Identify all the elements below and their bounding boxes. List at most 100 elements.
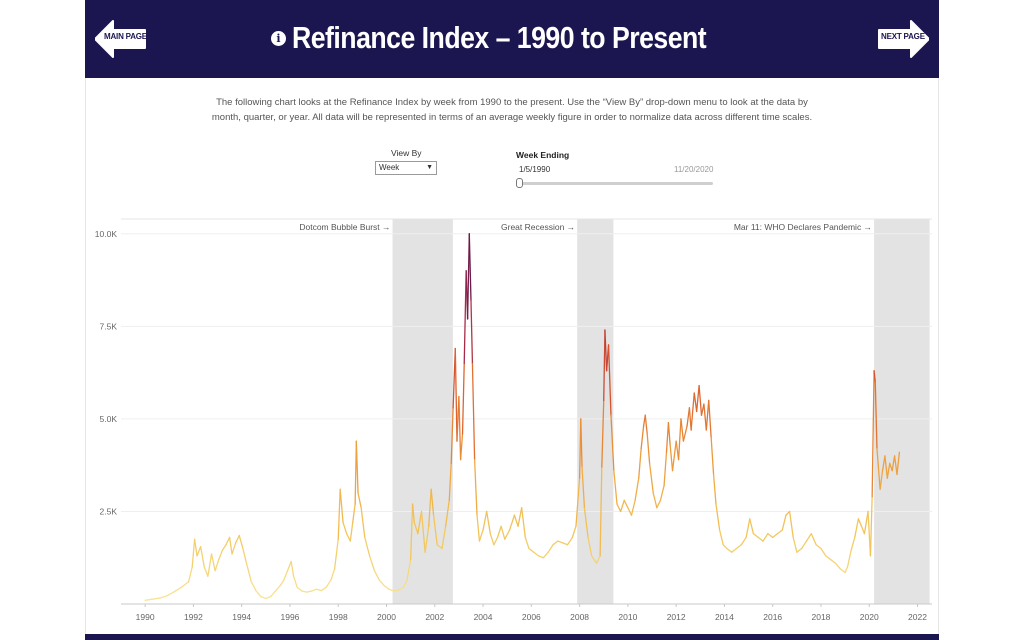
series-segment xyxy=(846,549,852,568)
slider-end-value: 11/20/2020 xyxy=(674,165,714,174)
series-segment xyxy=(417,510,423,535)
series-segment xyxy=(805,533,812,542)
series-segment xyxy=(873,370,876,383)
main-page-button[interactable]: MAIN PAGE xyxy=(95,20,147,58)
series-segment xyxy=(601,399,605,468)
series-segment xyxy=(680,418,685,442)
x-tick-label: 1990 xyxy=(136,612,155,622)
chevron-down-icon: ▼ xyxy=(426,164,433,171)
series-segment xyxy=(364,536,371,557)
series-segment xyxy=(627,507,633,516)
series-segment xyxy=(173,586,182,593)
next-page-button[interactable]: NEXT PAGE xyxy=(877,20,929,58)
series-segment xyxy=(504,529,511,540)
header-bar xyxy=(85,0,939,78)
view-by-dropdown[interactable]: Week ▼ xyxy=(375,161,437,175)
series-segment xyxy=(193,538,198,557)
x-tick-label: 2020 xyxy=(860,612,879,622)
x-tick-label: 1994 xyxy=(232,612,251,622)
series-segment xyxy=(489,533,495,546)
series-segment xyxy=(513,514,519,527)
series-segment xyxy=(228,536,233,555)
series-segment xyxy=(207,553,213,577)
series-segment xyxy=(869,495,873,557)
view-by-value: Week xyxy=(379,163,400,172)
series-segment xyxy=(682,425,688,442)
series-segment xyxy=(610,414,615,472)
series-segment xyxy=(712,473,717,505)
series-segment xyxy=(815,544,822,550)
series-segment xyxy=(388,588,395,592)
series-segment xyxy=(448,462,452,501)
series-segment xyxy=(893,455,898,476)
series-segment xyxy=(876,447,881,490)
series-segment xyxy=(325,579,332,588)
shaded-period xyxy=(874,219,930,604)
series-segment xyxy=(745,518,751,539)
series-segment xyxy=(424,525,430,553)
series-segment xyxy=(393,589,400,592)
series-segment xyxy=(242,547,248,564)
series-segment xyxy=(752,533,759,539)
series-segment xyxy=(360,507,366,539)
series-segment xyxy=(595,555,601,564)
series-segment xyxy=(857,518,863,527)
series-segment xyxy=(781,514,787,531)
series-segment xyxy=(652,492,658,509)
series-segment xyxy=(587,536,593,557)
series-segment xyxy=(250,581,257,592)
series-segment xyxy=(850,536,856,551)
series-segment xyxy=(463,270,467,365)
annotation-label: Mar 11: WHO Declares Pandemic → xyxy=(734,222,872,232)
series-segment xyxy=(801,540,808,550)
series-segment xyxy=(420,510,426,553)
series-segment xyxy=(557,540,564,544)
series-segment xyxy=(191,538,196,568)
series-segment xyxy=(591,555,598,564)
annotation-label: Great Recession → xyxy=(501,222,575,232)
series-segment xyxy=(311,588,318,592)
series-segment xyxy=(829,558,837,564)
series-segment xyxy=(269,590,277,598)
series-segment xyxy=(575,477,581,527)
series-segment xyxy=(279,579,285,587)
series-segment xyxy=(441,525,447,550)
series-segment xyxy=(517,507,523,527)
series-segment xyxy=(854,518,860,539)
series-segment xyxy=(619,499,625,513)
series-segment xyxy=(616,503,622,513)
series-segment xyxy=(810,533,817,546)
series-segment xyxy=(844,566,849,574)
series-segment xyxy=(740,536,747,546)
footer-bar xyxy=(85,634,939,640)
week-ending-slider-handle[interactable] xyxy=(516,178,523,188)
series-segment xyxy=(368,555,376,572)
series-segment xyxy=(667,421,671,446)
series-segment xyxy=(785,510,791,516)
series-segment xyxy=(583,507,589,539)
series-segment xyxy=(471,362,476,461)
series-segment xyxy=(726,547,733,553)
shaded-period xyxy=(577,219,614,604)
left-arrow-icon xyxy=(95,20,146,58)
series-segment xyxy=(283,570,289,581)
x-tick-label: 2004 xyxy=(474,612,493,622)
series-segment xyxy=(274,584,281,592)
info-icon[interactable]: i xyxy=(271,30,286,46)
shaded-period xyxy=(392,219,453,604)
series-segment xyxy=(659,484,665,501)
series-segment xyxy=(428,488,432,527)
series-segment xyxy=(306,590,313,593)
series-segment xyxy=(860,525,866,535)
series-segment xyxy=(677,418,682,461)
y-tick-label: 10.0K xyxy=(95,229,118,239)
series-segment xyxy=(210,553,216,572)
y-tick-label: 7.5K xyxy=(100,321,118,331)
series-segment xyxy=(698,384,703,416)
view-by-label: View By xyxy=(391,148,422,158)
page-title-text: Refinance Index – 1990 to Present xyxy=(292,20,707,55)
series-segment xyxy=(884,455,888,479)
series-segment xyxy=(265,595,272,600)
series-segment xyxy=(290,560,295,577)
week-ending-slider-track[interactable] xyxy=(519,182,713,185)
